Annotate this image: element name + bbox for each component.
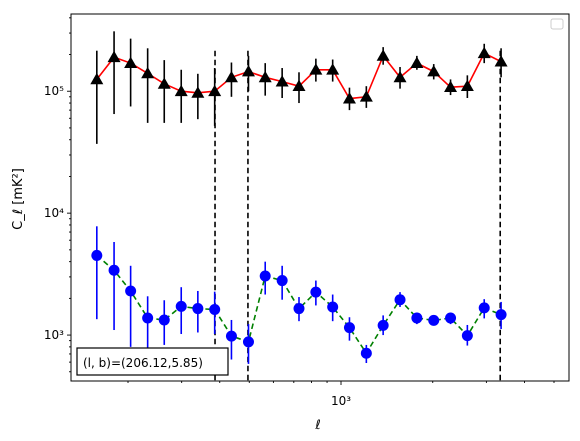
data-point: [224, 70, 238, 83]
annotation-box: (l, b)=(206.12,5.85): [76, 347, 229, 376]
data-point: [175, 300, 187, 312]
data-point: [394, 294, 406, 306]
data-point: [478, 302, 490, 314]
data-point: [309, 63, 323, 75]
data-point: [376, 49, 390, 61]
data-point: [241, 65, 255, 77]
y-tick-label: 10⁴: [44, 206, 64, 220]
data-point: [477, 46, 491, 59]
x-axis-label: ℓ: [314, 418, 320, 433]
data-point: [209, 304, 221, 316]
data-point: [107, 50, 121, 63]
data-point: [141, 66, 155, 79]
annotation-text: (l, b)=(206.12,5.85): [83, 356, 203, 370]
data-point: [359, 90, 373, 102]
data-point: [377, 319, 389, 331]
data-point: [410, 56, 424, 69]
data-point: [90, 72, 104, 85]
data-point: [275, 75, 289, 87]
data-point: [393, 70, 407, 83]
y-axis-label: C_ℓ [mK²]: [11, 168, 26, 230]
data-point: [125, 285, 137, 297]
data-point: [292, 79, 306, 92]
data-point: [174, 84, 188, 97]
data-point: [208, 84, 222, 97]
data-point: [310, 286, 322, 298]
data-point: [494, 55, 508, 67]
data-point: [427, 65, 441, 77]
axis-layer: 10³ 10⁴ 10⁵ 10³: [44, 17, 555, 408]
plot-layer: [90, 31, 508, 381]
data-point: [225, 330, 237, 342]
y-tick-label: 10³: [44, 328, 64, 342]
data-point: [444, 80, 458, 93]
data-point: [326, 63, 340, 75]
data-point: [91, 249, 103, 261]
data-point: [242, 336, 254, 348]
svg-text:C_ℓ [mK²]: C_ℓ [mK²]: [11, 168, 26, 230]
y-tick-label: 10⁵: [44, 84, 64, 98]
data-point: [327, 301, 339, 313]
data-point: [108, 264, 120, 276]
data-point: [293, 303, 305, 315]
data-point: [192, 303, 204, 315]
data-point: [495, 309, 507, 321]
data-point: [191, 86, 205, 98]
data-point: [360, 347, 372, 359]
data-point: [460, 79, 474, 92]
data-point: [445, 312, 457, 324]
data-point: [276, 275, 288, 287]
data-point: [428, 314, 440, 326]
legend-box: [550, 18, 564, 30]
data-point: [411, 312, 423, 324]
x-tick-label: 10³: [331, 394, 351, 408]
data-point: [461, 330, 473, 342]
plot-frame: [70, 13, 570, 382]
data-point: [142, 312, 154, 324]
data-point: [258, 70, 272, 83]
data-point: [259, 270, 271, 282]
data-point: [124, 56, 138, 69]
data-point: [157, 77, 171, 89]
data-point: [158, 314, 170, 326]
data-point: [343, 322, 355, 334]
data-point: [342, 92, 356, 104]
